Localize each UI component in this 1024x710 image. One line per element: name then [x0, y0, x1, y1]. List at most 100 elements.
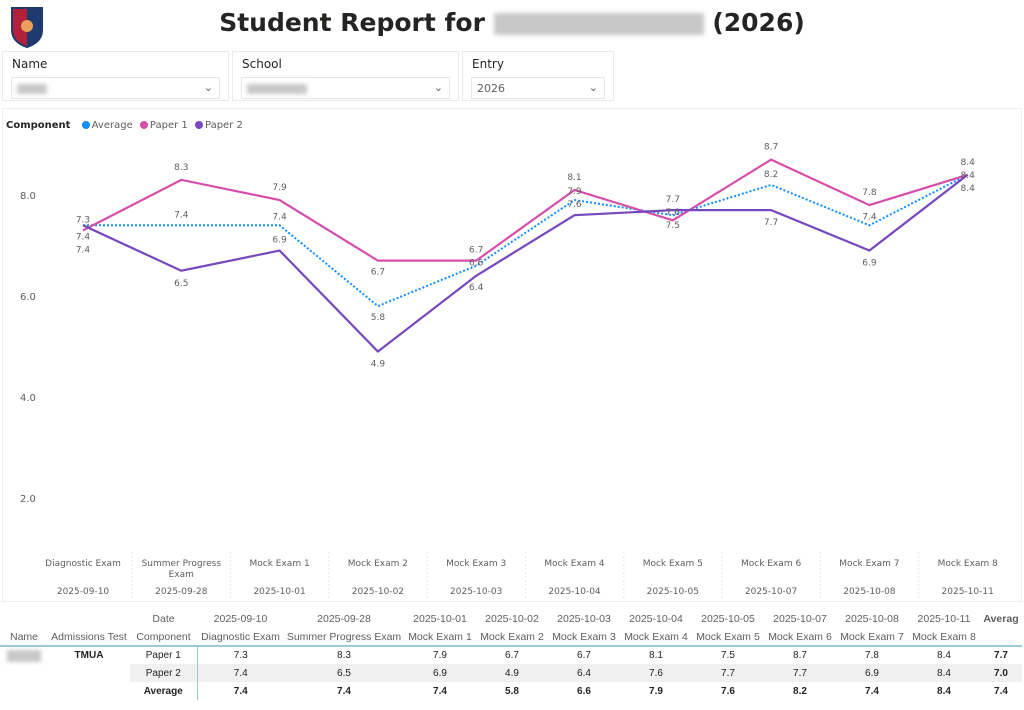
date-cell: 2025-10-05 — [701, 613, 755, 625]
date-cell: 2025-10-11 — [917, 613, 971, 625]
score-cell: 7.7 — [764, 664, 836, 682]
x-category-label: Mock Exam 5 — [643, 559, 703, 569]
entry-dropdown[interactable]: 2026 ⌄ — [471, 77, 605, 99]
series-line-paper-2[interactable] — [82, 173, 969, 354]
x-category-label: Mock Exam 7 — [839, 559, 899, 569]
test-header: Admissions Test — [48, 628, 130, 647]
exam-header: Mock Exam 6 — [764, 628, 836, 647]
score-cell: 7.4 — [337, 685, 351, 697]
data-label-average: 7.4 — [76, 232, 91, 242]
data-label-paper-2: 7.7 — [764, 218, 778, 228]
line-chart-panel — [2, 108, 1022, 602]
series-line-paper-1[interactable] — [82, 158, 969, 262]
score-cell: 6.7 — [577, 650, 591, 661]
x-category-label: Summer Progress — [142, 559, 222, 569]
school-crest-logo — [11, 7, 43, 48]
legend-item-paper1[interactable]: Paper 1 — [136, 120, 188, 131]
school-dropdown[interactable]: ⌄ — [241, 77, 450, 99]
score-cell: 7.6 — [620, 664, 692, 682]
x-date-label: 2025-10-05 — [647, 587, 699, 597]
line-chart: 2.0 4.0 6.0 8.0 Diagnostic Exam 2025-09-10 Sum… — [20, 143, 998, 598]
x-date-label: 2025-09-28 — [155, 587, 208, 597]
x-date-label: 2025-09-10 — [57, 587, 110, 597]
date-cell: 2025-10-07 — [773, 613, 827, 625]
data-label-paper-1: 7.5 — [666, 221, 680, 231]
score-cell: 7.4 — [196, 664, 284, 682]
score-cell: 8.1 — [649, 650, 663, 661]
exam-header: Mock Exam 5 — [692, 628, 764, 647]
exam-header: Mock Exam 4 — [620, 628, 692, 647]
component-cell: Paper 1 — [145, 650, 181, 661]
x-date-label: 2025-10-11 — [942, 587, 994, 597]
y-tick-label: 8.0 — [20, 191, 36, 202]
date-cell: 2025-09-28 — [317, 613, 371, 625]
score-cell: 7.3 — [196, 646, 284, 664]
score-cell: 6.9 — [404, 664, 476, 682]
data-label-paper-2: 4.9 — [371, 360, 386, 370]
name-header: Name — [0, 628, 48, 647]
score-cell: 4.9 — [476, 664, 548, 682]
score-cell: 8.7 — [793, 650, 807, 661]
data-label-paper-2: 7.4 — [76, 245, 91, 255]
component-cell: Average — [143, 685, 183, 697]
x-category-label: Mock Exam 2 — [348, 559, 408, 569]
x-category-label: Mock Exam 6 — [741, 559, 801, 569]
exam-header: Mock Exam 3 — [548, 628, 620, 647]
x-category-label: Mock Exam 3 — [446, 559, 506, 569]
name-dropdown[interactable]: ⌄ — [11, 77, 220, 99]
y-tick-label: 6.0 — [20, 292, 36, 303]
score-cell: 7.8 — [865, 650, 879, 661]
data-label-paper-2: 6.4 — [469, 283, 484, 293]
data-label-paper-2: 6.9 — [272, 236, 287, 246]
exam-header: Mock Exam 8 — [908, 628, 980, 647]
legend-label: Average — [91, 120, 133, 131]
x-category-label: Diagnostic Exam — [45, 559, 121, 569]
row-average-cell: 7.7 — [994, 650, 1008, 661]
blurred-student-name — [493, 13, 704, 35]
exam-header: Mock Exam 2 — [476, 628, 548, 647]
score-cell: 6.7 — [505, 650, 519, 661]
date-header: Date — [152, 613, 175, 625]
entry-value: 2026 — [477, 82, 505, 95]
data-label-average: 7.4 — [272, 212, 287, 222]
score-cell: 7.5 — [721, 650, 735, 661]
data-label-average: 7.6 — [666, 208, 681, 218]
legend-item-average[interactable]: Average — [78, 120, 133, 131]
chart-legend: Component Average Paper 1 Paper 2 — [6, 120, 243, 131]
exam-header: Summer Progress Exam — [284, 628, 404, 647]
data-label-average: 7.4 — [862, 212, 877, 222]
data-label-average: 7.9 — [567, 187, 582, 197]
score-cell: 7.9 — [433, 650, 447, 661]
series-line-average[interactable] — [83, 173, 969, 308]
chevron-down-icon: ⌄ — [588, 81, 598, 94]
title-prefix: Student Report for — [219, 8, 485, 37]
score-cell: 7.7 — [692, 664, 764, 682]
x-category-label: Exam — [169, 570, 194, 580]
score-cell: 5.8 — [505, 685, 519, 697]
data-label-paper-2: 6.5 — [174, 279, 188, 289]
date-cell: 2025-10-08 — [845, 613, 899, 625]
table-row: Average 7.4 7.4 7.4 5.8 6.6 7.9 7.6 8.2 7.4 8.4 7.4 — [0, 682, 1022, 700]
x-date-label: 2025-10-01 — [253, 587, 305, 597]
legend-label: Paper 1 — [149, 120, 188, 131]
test-cell: TMUA — [74, 650, 104, 661]
average-header: Averag — [983, 613, 1019, 625]
exam-header: Diagnostic Exam — [197, 628, 284, 647]
x-category-label: Mock Exam 8 — [938, 559, 998, 569]
chevron-down-icon: ⌄ — [203, 81, 213, 94]
score-cell: 7.4 — [865, 685, 879, 697]
legend-item-paper2[interactable]: Paper 2 — [191, 120, 243, 131]
x-date-label: 2025-10-03 — [450, 587, 502, 597]
component-header: Component — [130, 628, 197, 647]
x-date-label: 2025-10-07 — [745, 587, 797, 597]
legend-title: Component — [6, 120, 71, 131]
legend-dot-icon — [81, 121, 90, 129]
data-label-average: 5.8 — [371, 313, 386, 323]
x-date-label: 2025-10-02 — [352, 587, 404, 597]
component-cell: Paper 2 — [130, 664, 197, 682]
data-label-paper-1: 6.7 — [469, 246, 483, 256]
blurred-value — [17, 84, 47, 94]
data-label-paper-1: 8.1 — [567, 173, 581, 183]
chevron-down-icon: ⌄ — [433, 81, 443, 94]
score-cell: 8.4 — [937, 685, 951, 697]
